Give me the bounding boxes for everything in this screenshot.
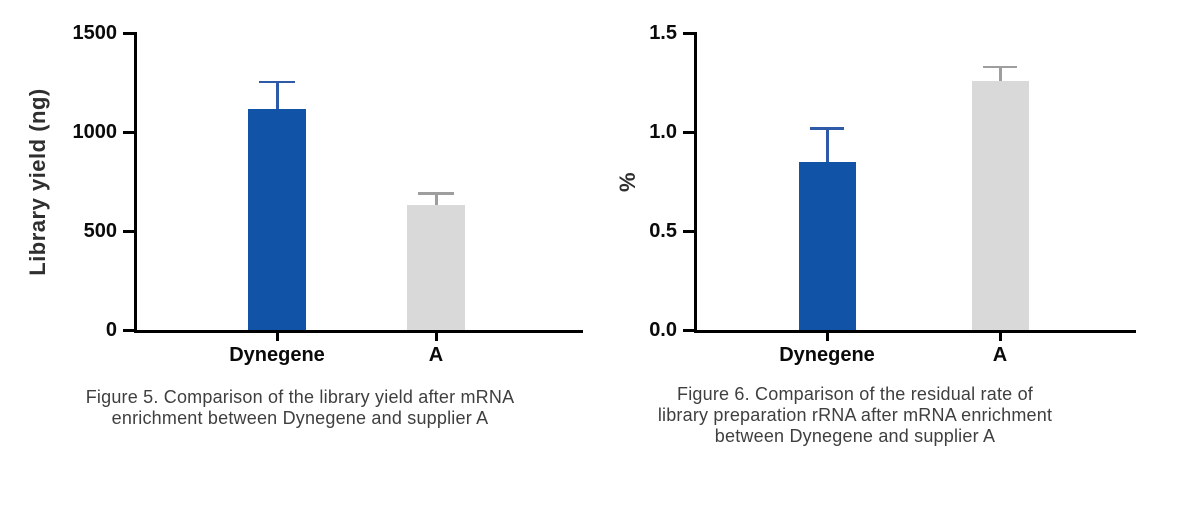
y-tick-label-1.0: 1.0 (649, 121, 677, 143)
y-axis-title: % (615, 171, 640, 192)
x-axis (134, 330, 583, 333)
y-tick-1000 (123, 131, 134, 134)
y-tick-label-0.5: 0.5 (649, 220, 677, 242)
y-axis (134, 32, 137, 330)
figure-6-caption-line-1: Figure 6. Comparison of the residual rat… (677, 384, 1033, 404)
figure-6-caption-line-3: between Dynegene and supplier A (714, 426, 996, 446)
y-tick-label-1500: 1500 (72, 22, 118, 44)
figure-5-caption: Figure 5. Comparison of the library yiel… (30, 387, 570, 429)
figure-6-caption: Figure 6. Comparison of the residual rat… (615, 384, 1095, 447)
y-tick-0 (123, 329, 134, 332)
figure-5-caption-line-2: enrichment between Dynegene and supplier… (111, 408, 489, 428)
y-tick-label-0: 0 (105, 319, 117, 341)
bar-a (407, 205, 465, 330)
y-tick-label-1000: 1000 (72, 121, 118, 143)
y-tick-1.0 (683, 131, 694, 134)
figure-6-caption-line-2: library preparation rRNA after mRNA enri… (657, 405, 1053, 425)
category-label-dynegene: Dynegene (779, 344, 875, 366)
bar-a (971, 80, 1029, 330)
error-bar-stem-dynegene (825, 128, 829, 164)
y-tick-label-1.5: 1.5 (649, 22, 677, 44)
category-tick-a (434, 333, 438, 341)
y-tick-label-500: 500 (83, 220, 117, 242)
category-label-a: A (992, 344, 1008, 366)
error-bar-cap-dynegene (259, 80, 295, 83)
y-tick-1500 (123, 32, 134, 35)
category-label-dynegene: Dynegene (229, 344, 325, 366)
error-bar-stem-dynegene (275, 81, 279, 112)
y-tick-500 (123, 230, 134, 233)
error-bar-cap-a (418, 192, 454, 195)
y-tick-1.5 (683, 32, 694, 35)
figure-5-caption-line-1: Figure 5. Comparison of the library yiel… (85, 387, 515, 407)
x-axis (694, 330, 1136, 333)
error-bar-cap-a (983, 65, 1017, 69)
category-label-a: A (428, 344, 444, 366)
bar-dynegene (798, 161, 856, 330)
y-axis (694, 32, 697, 330)
category-tick-a (998, 333, 1002, 341)
bar-dynegene (248, 109, 306, 330)
error-bar-stem-a (998, 66, 1002, 83)
y-tick-0.5 (683, 230, 694, 233)
error-bar-cap-dynegene (810, 127, 844, 130)
category-tick-dynegene (275, 333, 279, 341)
error-bar-stem-a (434, 193, 438, 208)
y-tick-label-0.0: 0.0 (649, 319, 677, 341)
category-tick-dynegene (825, 333, 829, 341)
y-tick-0.0 (683, 329, 694, 332)
